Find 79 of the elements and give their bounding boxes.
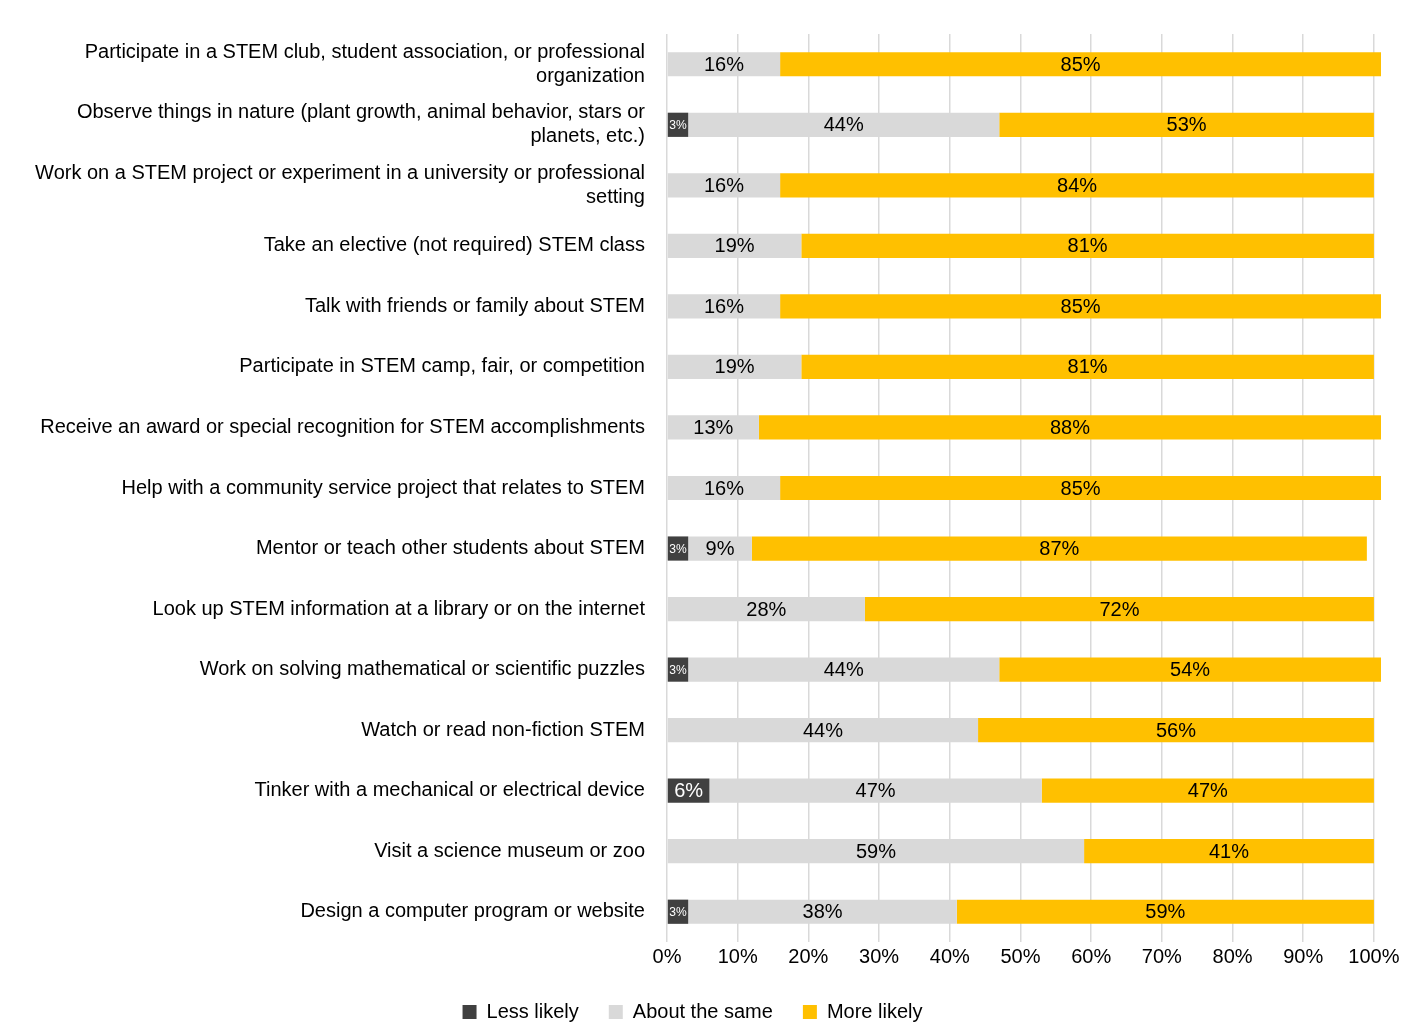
y-tick-label: Mentor or teach other students about STEM xyxy=(255,536,645,559)
bar xyxy=(780,173,1374,198)
data-label: 13% xyxy=(693,415,734,438)
data-label: 3% xyxy=(669,541,687,556)
data-label: 3% xyxy=(669,662,687,677)
data-label: 81% xyxy=(1067,355,1108,378)
y-tick-label: Observe things in nature (plant growth, animal behavior, stars or planets, etc.) xyxy=(76,100,646,147)
bar xyxy=(999,112,1374,137)
data-label: 59% xyxy=(855,839,897,862)
bar xyxy=(978,718,1374,743)
data-label: 41% xyxy=(1208,839,1250,862)
x-tick-label: 10% xyxy=(717,944,758,967)
legend-label: Less likely xyxy=(486,999,579,1022)
x-tick-label: 20% xyxy=(788,944,829,967)
data-label: 16% xyxy=(703,476,745,499)
data-label: 85% xyxy=(1060,476,1101,499)
bar xyxy=(780,475,1381,501)
bar xyxy=(864,596,1374,622)
y-tick-label: Take an elective (not required) STEM class xyxy=(263,233,645,256)
bar xyxy=(751,536,1367,561)
bar xyxy=(758,415,1381,440)
bar xyxy=(801,354,1374,380)
y-tick-label: Participate in STEM camp, fair, or competition xyxy=(239,354,645,377)
bar xyxy=(1041,778,1374,803)
data-label: 9% xyxy=(705,537,735,560)
data-label: 16% xyxy=(703,52,745,75)
data-label: 47% xyxy=(855,779,896,802)
y-tick-label: Design a computer program or website xyxy=(300,899,645,922)
x-tick-label: 70% xyxy=(1141,944,1183,967)
data-label: 84% xyxy=(1057,173,1098,196)
x-tick-label: 90% xyxy=(1283,944,1324,967)
y-tick-label: Tinker with a mechanical or electrical device xyxy=(254,778,645,801)
data-label: 44% xyxy=(823,658,864,681)
data-label: 85% xyxy=(1060,52,1101,75)
y-tick-label: Watch or read non-fiction STEM xyxy=(361,717,645,740)
data-label: 28% xyxy=(746,597,787,620)
y-tick-label: Work on solving mathematical or scientific puzzles xyxy=(199,657,645,680)
data-label: 16% xyxy=(703,173,745,196)
data-label: 85% xyxy=(1060,294,1101,317)
data-label: 3% xyxy=(669,118,687,133)
x-tick-label: 30% xyxy=(859,944,900,967)
bar xyxy=(956,899,1374,924)
data-label: 44% xyxy=(823,113,864,136)
data-label: 38% xyxy=(802,900,843,923)
x-tick-label: 0% xyxy=(652,944,682,967)
data-label: 19% xyxy=(714,355,755,378)
data-label: 16% xyxy=(703,294,745,317)
data-label: 72% xyxy=(1099,597,1140,620)
bar xyxy=(780,294,1381,319)
bar xyxy=(780,52,1381,77)
x-tick-label: 50% xyxy=(1000,944,1041,967)
data-label: 6% xyxy=(674,779,704,802)
x-tick-label: 100% xyxy=(1348,944,1400,967)
x-tick-label: 40% xyxy=(929,944,970,967)
x-tick-label: 80% xyxy=(1212,944,1253,967)
data-label: 19% xyxy=(714,234,755,257)
x-tick-label: 60% xyxy=(1071,944,1112,967)
y-tick-label: Work on a STEM project or experiment in a university or professional setting xyxy=(35,160,645,207)
data-label: 56% xyxy=(1155,718,1197,741)
y-tick-label: Visit a science museum or zoo xyxy=(374,838,645,861)
y-tick-label: Participate in a STEM club, student association, or professional organization xyxy=(84,39,645,86)
legend-label: More likely xyxy=(826,999,923,1022)
data-label: 44% xyxy=(802,718,844,741)
y-tick-label: Receive an award or special recognition for STEM accomplishments xyxy=(40,414,645,437)
y-tick-label: Talk with friends or family about STEM xyxy=(304,293,645,316)
data-label: 59% xyxy=(1145,900,1186,923)
data-label: 88% xyxy=(1049,415,1091,438)
data-label: 47% xyxy=(1187,779,1229,802)
bar xyxy=(801,233,1374,258)
bar xyxy=(999,657,1381,682)
legend-label: About the same xyxy=(632,999,773,1022)
data-label: 3% xyxy=(669,905,687,920)
y-tick-label: Help with a community service project that relates to STEM xyxy=(121,475,645,498)
bar xyxy=(1084,839,1374,864)
data-label: 54% xyxy=(1170,658,1211,681)
data-label: 53% xyxy=(1166,113,1207,136)
y-tick-label: Look up STEM information at a library or on the internet xyxy=(152,596,646,619)
data-label: 81% xyxy=(1067,234,1108,257)
data-label: 87% xyxy=(1039,537,1080,560)
